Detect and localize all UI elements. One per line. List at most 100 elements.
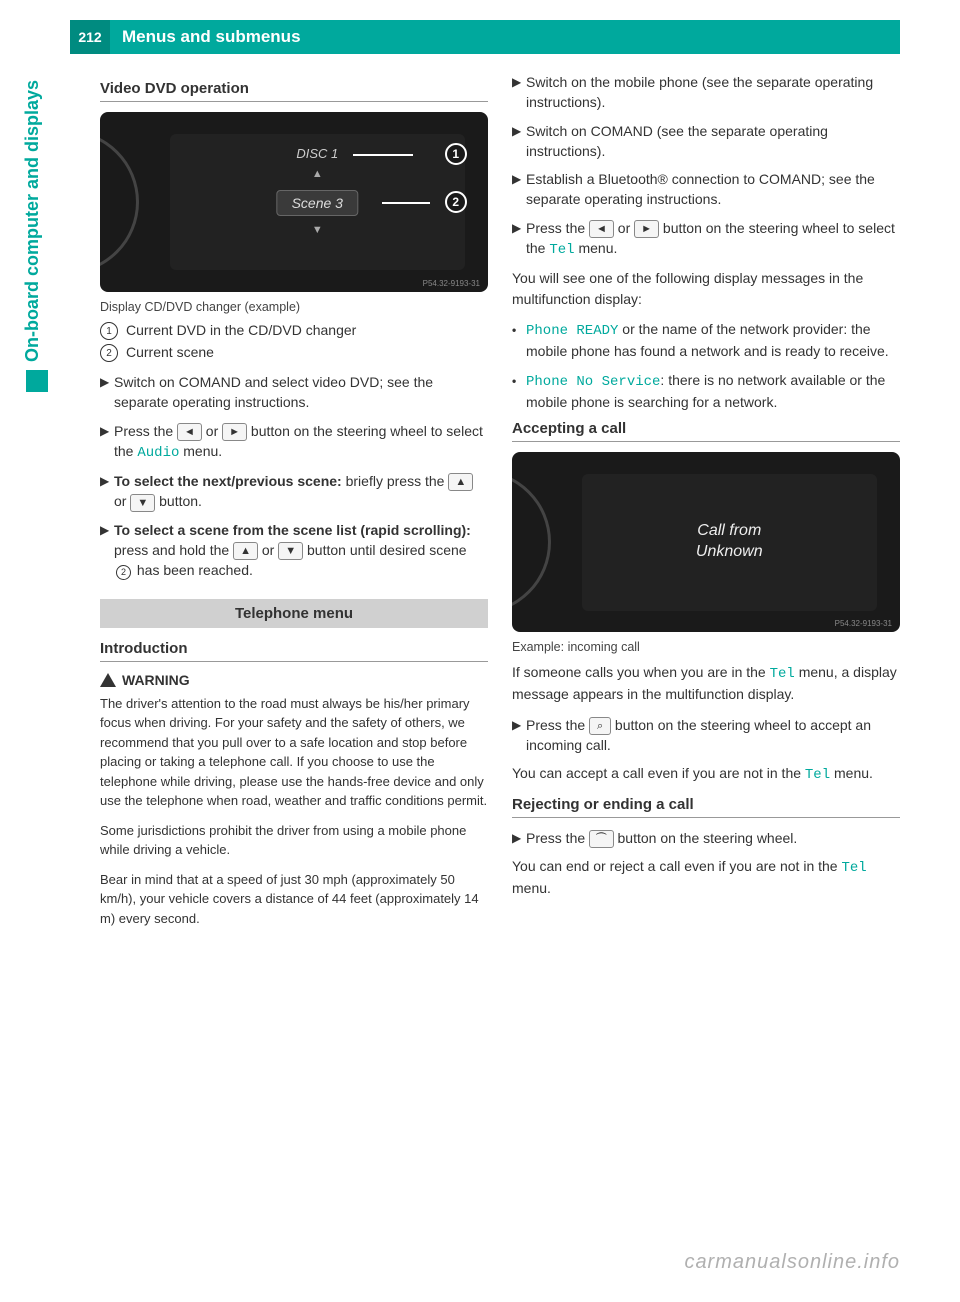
code-tel: Tel [549,242,574,258]
step: ▶ Press the ◄ or ► button on the steerin… [100,421,488,464]
def-marker-1: 1 [100,322,118,340]
figure-inner: DISC 1 ▲ Scene 3 ▼ 1 2 [170,134,465,271]
code-tel: Tel [805,767,830,783]
figure-watermark: P54.32-9193-31 [423,279,480,288]
step: ▶ Press the ⏜ button on the steering whe… [512,828,900,848]
chevron-up-icon: ▲ [312,168,323,180]
step-marker-icon: ▶ [512,715,526,734]
warning-triangle-icon [100,673,116,687]
manual-page: On-board computer and displays 212 Menus… [0,0,960,1302]
step-text: To select the next/previous scene: brief… [114,471,488,512]
callout-line-1 [353,154,413,156]
step-marker-icon: ▶ [512,72,526,91]
column-right: ▶ Switch on the mobile phone (see the se… [512,72,900,938]
warning-p1: The driver's attention to the road must … [100,694,488,811]
step: ▶ Press the ⌕ button on the steering whe… [512,715,900,756]
warning-label: WARNING [122,672,190,688]
step: ▶ Switch on COMAND and select video DVD;… [100,372,488,413]
warning-p3: Bear in mind that at a speed of just 30 … [100,870,488,929]
section-rejecting-title: Rejecting or ending a call [512,796,900,818]
code-tel: Tel [841,860,866,876]
fig-scene-label: Scene 3 [277,190,358,216]
down-arrow-icon: ▼ [130,494,155,512]
bullet-text: Phone READY or the name of the network p… [526,319,900,362]
inline-marker-2: 2 [116,565,131,580]
chevron-down-icon: ▼ [312,224,323,236]
phone-accept-icon: ⌕ [589,717,611,735]
bullet: • Phone READY or the name of the network… [512,319,900,362]
right-arrow-icon: ► [634,220,659,238]
figure-dvd: DISC 1 ▲ Scene 3 ▼ 1 2 P54.32-9193-31 [100,112,488,292]
figure-caption: Display CD/DVD changer (example) [100,300,488,314]
def-item-2: 2 Current scene [100,344,488,362]
step-text: Press the ⌕ button on the steering wheel… [526,715,900,756]
step: ▶ To select the next/previous scene: bri… [100,471,488,512]
gauge-arc [512,470,551,614]
fig-disc-label: DISC 1 [296,146,338,161]
def-item-1: 1 Current DVD in the CD/DVD changer [100,322,488,340]
fig-call-text: Call from Unknown [696,521,763,563]
phone-end-icon: ⏜ [589,830,614,848]
step-text: Establish a Bluetooth® connection to COM… [526,169,900,210]
callout-2: 2 [445,191,467,213]
column-left: Video DVD operation DISC 1 ▲ Scene 3 ▼ 1… [100,72,488,938]
page-title: Menus and submenus [110,27,301,47]
section-video-title: Video DVD operation [100,80,488,102]
figure-caption: Example: incoming call [512,640,900,654]
section-accepting-title: Accepting a call [512,420,900,442]
step-marker-icon: ▶ [512,121,526,140]
step-marker-icon: ▶ [512,828,526,847]
warning-body: The driver's attention to the road must … [100,694,488,929]
step: ▶ To select a scene from the scene list … [100,520,488,581]
left-arrow-icon: ◄ [177,423,202,441]
content-columns: Video DVD operation DISC 1 ▲ Scene 3 ▼ 1… [100,72,900,938]
step-text: Switch on the mobile phone (see the sepa… [526,72,900,113]
bullet: • Phone No Service: there is no network … [512,370,900,413]
bullet-icon: • [512,370,526,390]
side-tab: On-board computer and displays [22,80,52,580]
up-arrow-icon: ▲ [448,473,473,491]
bullet-text: Phone No Service: there is no network av… [526,370,900,413]
figure-inner: Call from Unknown [582,474,877,611]
down-arrow-icon: ▼ [278,542,303,560]
step: ▶ Switch on COMAND (see the separate ope… [512,121,900,162]
paragraph: You can accept a call even if you are no… [512,763,900,785]
step-marker-icon: ▶ [100,520,114,539]
step-text: Press the ◄ or ► button on the steering … [526,218,900,261]
step-marker-icon: ▶ [100,421,114,440]
warning-heading: WARNING [100,672,488,688]
def-text-2: Current scene [126,344,214,360]
code-tel: Tel [770,666,795,682]
right-arrow-icon: ► [222,423,247,441]
step-marker-icon: ▶ [100,372,114,391]
def-marker-2: 2 [100,344,118,362]
paragraph: You can end or reject a call even if you… [512,856,900,899]
paragraph: If someone calls you when you are in the… [512,662,900,705]
code-phone-no-service: Phone No Service [526,374,660,390]
warning-p2: Some jurisdictions prohibit the driver f… [100,821,488,860]
figure-watermark: P54.32-9193-31 [835,619,892,628]
side-tab-label: On-board computer and displays [22,80,43,362]
page-watermark: carmanualsonline.info [684,1251,900,1274]
step-marker-icon: ▶ [100,471,114,490]
step-marker-icon: ▶ [512,169,526,188]
page-number: 212 [70,20,110,54]
section-telephone-band: Telephone menu [100,599,488,628]
callout-1: 1 [445,143,467,165]
step-text: Press the ◄ or ► button on the steering … [114,421,488,464]
code-phone-ready: Phone READY [526,323,618,339]
step: ▶ Switch on the mobile phone (see the se… [512,72,900,113]
code-audio: Audio [137,445,179,461]
warning-block: WARNING The driver's attention to the ro… [100,672,488,929]
step-text: Switch on COMAND (see the separate opera… [526,121,900,162]
definition-list: 1 Current DVD in the CD/DVD changer 2 Cu… [100,322,488,362]
side-tab-block [26,370,48,392]
figure-call: Call from Unknown P54.32-9193-31 [512,452,900,632]
step: ▶ Press the ◄ or ► button on the steerin… [512,218,900,261]
bullet-icon: • [512,319,526,339]
step-marker-icon: ▶ [512,218,526,237]
gauge-arc [100,130,139,274]
up-arrow-icon: ▲ [233,542,258,560]
step-text: Switch on COMAND and select video DVD; s… [114,372,488,413]
left-arrow-icon: ◄ [589,220,614,238]
